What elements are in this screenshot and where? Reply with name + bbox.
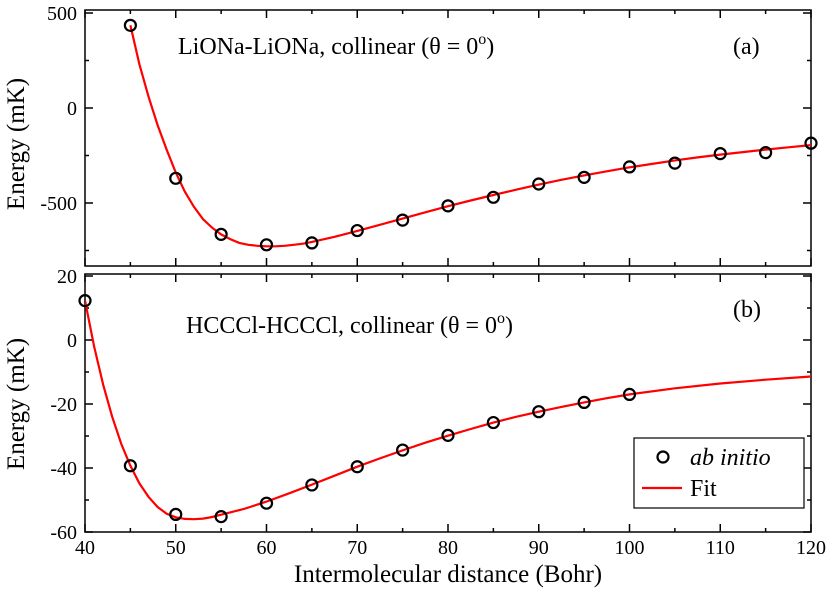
panel-b-title: HCCCl-HCCCl, collinear (θ = 0o) (186, 310, 513, 339)
panel-a-ab-initio-point (441, 199, 455, 213)
panel-b-ytick-label: -40 (50, 458, 77, 480)
panel-b-ab-initio-point (259, 496, 274, 510)
panel-a-ab-initio-point (169, 171, 183, 185)
panel-a-ylabel: Energy (mK) (3, 78, 30, 210)
legend-label-ab-initio: ab initio (690, 445, 771, 471)
panel-a-ab-initio-point (622, 160, 637, 174)
panel-b-ab-initio-point (350, 460, 364, 474)
panel-b-label: (b) (733, 297, 761, 323)
panel-b-ab-initio-point (396, 443, 410, 457)
panel-a-ytick-label: 0 (67, 98, 77, 120)
panel-b-xtick-label: 80 (438, 537, 458, 559)
panel-b-ytick-label: 20 (57, 266, 77, 288)
panel-b-ab-initio-point (305, 478, 319, 492)
panel-a-ab-initio-point (123, 18, 137, 32)
panel-a-fit-line (129, 25, 811, 248)
legend-marker-ab-initio (656, 450, 670, 464)
panel-b-xtick-label: 110 (706, 537, 735, 559)
panel-b-ab-initio-point (441, 428, 455, 442)
panel-a-ab-initio-point (350, 223, 364, 238)
panel-a-ab-initio-point (759, 146, 773, 160)
panel-b-xtick-label: 70 (347, 537, 367, 559)
panel-a-ab-initio-point (713, 147, 727, 161)
panel-b-xtick-label: 40 (75, 537, 95, 559)
panel-a-ab-initio-point (486, 190, 500, 204)
panel-b-ab-initio-point (169, 507, 183, 522)
panel-b-ylabel: Energy (mK) (3, 338, 30, 470)
panel-b-fit-line (85, 300, 811, 521)
panel-a-ab-initio-point (532, 177, 546, 191)
panel-b-ab-initio-point (577, 395, 591, 409)
panel-a-ytick-label: -500 (40, 193, 77, 215)
panel-b-ytick-label: -60 (50, 522, 77, 544)
panel-a-ab-initio-point (668, 156, 682, 170)
panel-b-ytick-label: 0 (67, 330, 77, 352)
legend-label-fit: Fit (690, 476, 717, 502)
panel-a-ab-initio-point (577, 170, 591, 184)
panel-b-xtick-label: 90 (529, 537, 549, 559)
panel-b-ab-initio-point (123, 459, 137, 473)
legend-box (633, 437, 805, 509)
panel-b-ab-initio-point (214, 510, 228, 524)
legend: ab initio Fit (633, 437, 805, 509)
panel-b-ab-initio-point (622, 387, 637, 401)
panel-a-ab-initio-point (396, 213, 410, 227)
panel-b-ab-initio-point (532, 405, 546, 419)
panel-a-label: (a) (733, 34, 760, 60)
x-axis-title: Intermolecular distance (Bohr) (294, 561, 602, 588)
panel-b-xtick-label: 100 (615, 537, 645, 559)
panel-b-xtick-label: 120 (796, 537, 826, 559)
panel-a-ab-initio-point (259, 238, 274, 252)
panel-b-ytick-label: -20 (50, 394, 77, 416)
panel-a-ab-initio-point (305, 236, 319, 250)
panel-a-ab-initio-point (804, 136, 818, 150)
panel-b-xtick-label: 60 (257, 537, 277, 559)
panel-b-xtick-label: 50 (166, 537, 186, 559)
panel-b-ab-initio-point (78, 294, 92, 308)
panel-b-ab-initio-point (486, 415, 500, 430)
panel-a-ab-initio-point (214, 227, 228, 241)
panel-a-ytick-label: 500 (47, 3, 77, 25)
panel-a-title: LiONa-LiONa, collinear (θ = 0o) (178, 31, 494, 60)
